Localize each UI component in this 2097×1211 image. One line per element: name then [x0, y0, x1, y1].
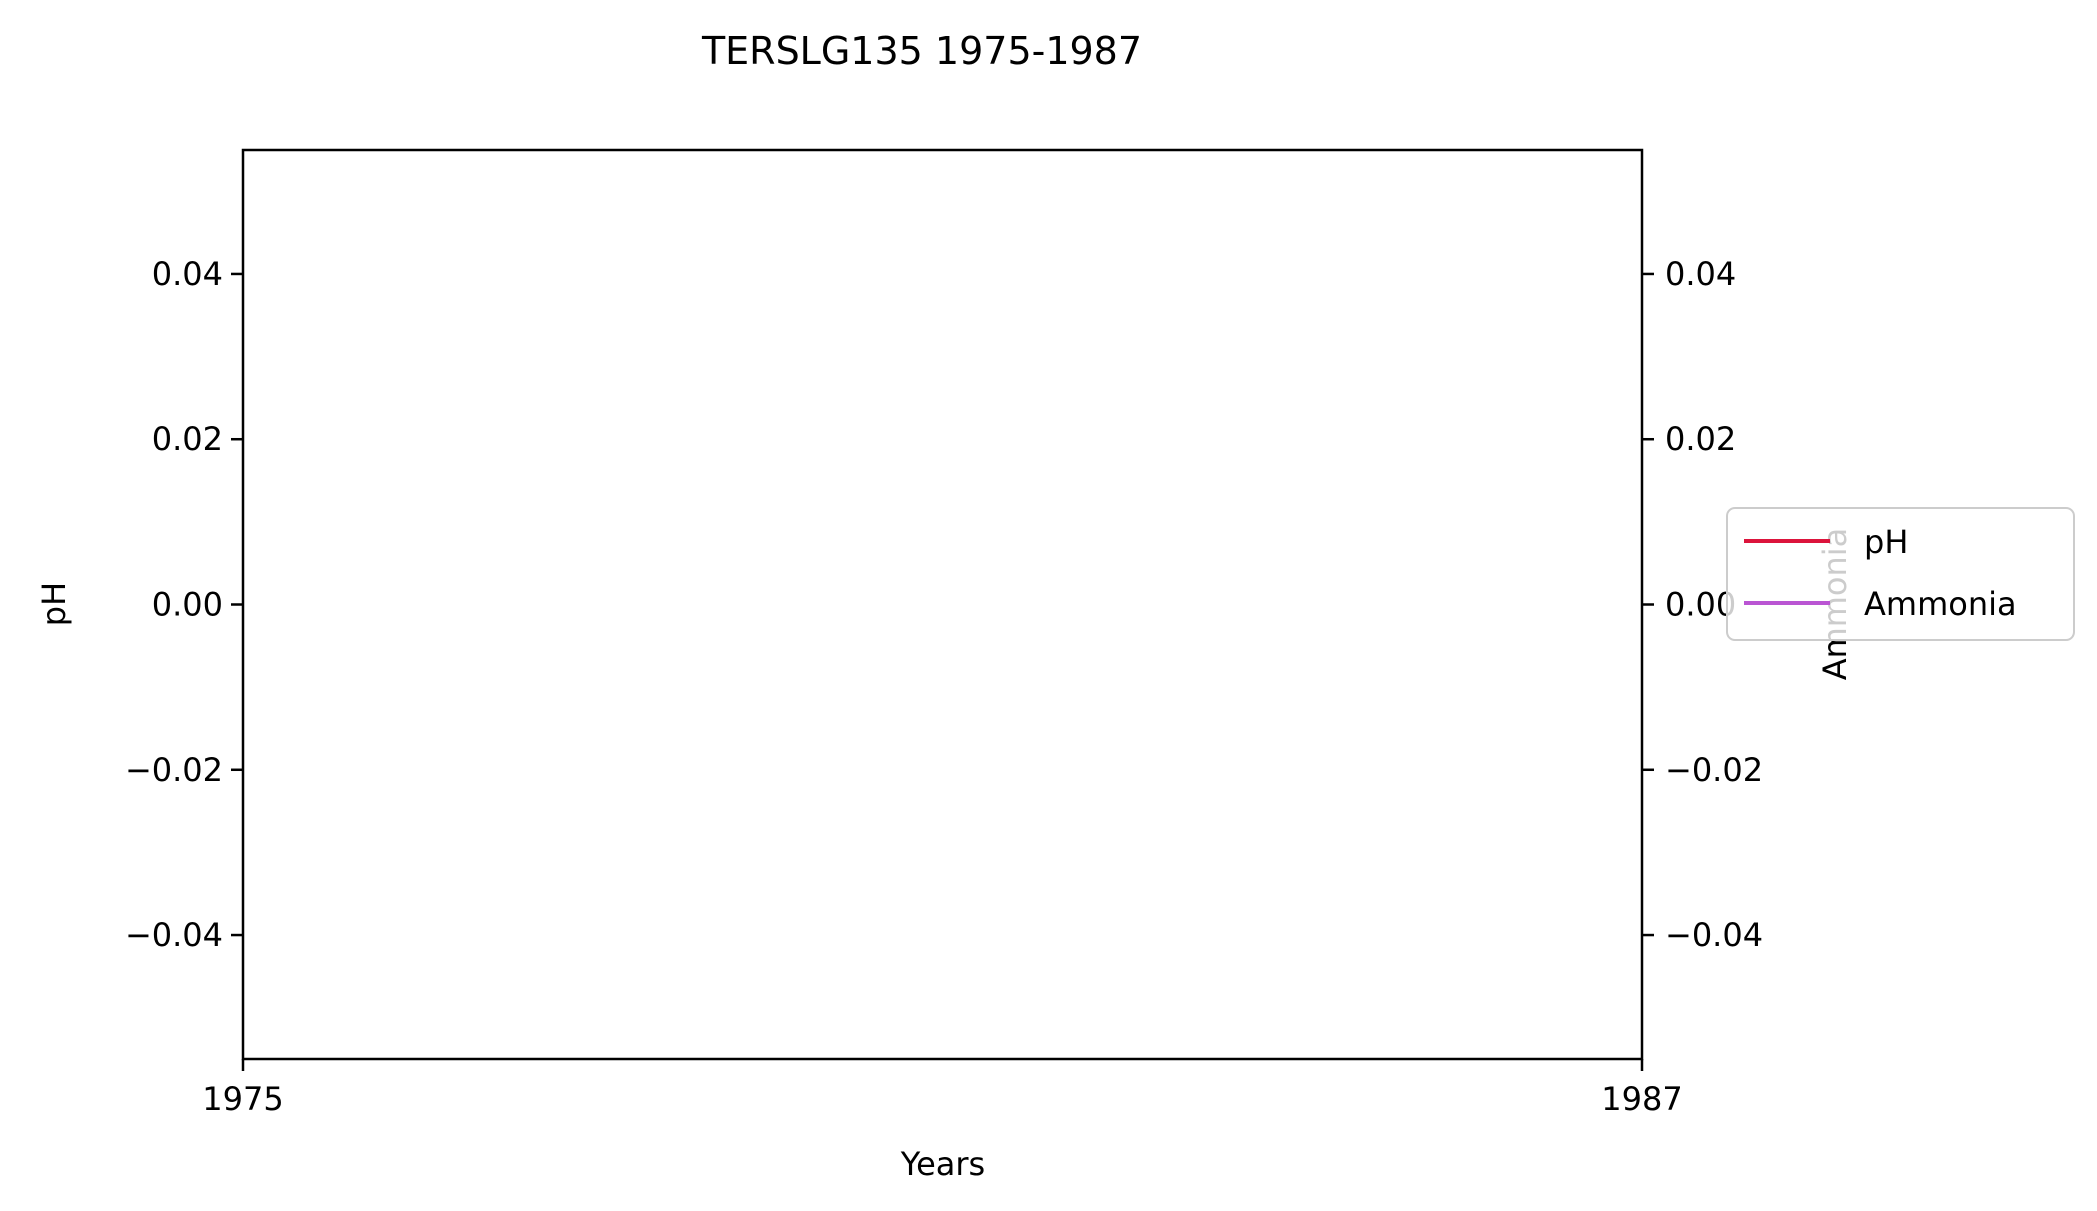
x-axis-ticks: 1975 1987	[202, 1059, 1683, 1118]
x-axis-title: Years	[900, 1145, 985, 1183]
legend-entries: pH Ammonia	[1744, 523, 2017, 623]
y-left-tick-label: 0.04	[152, 255, 223, 293]
y-axis-right-ticks: 0.04 0.02 0.00 −0.02 −0.04	[1642, 255, 1763, 954]
y-left-tick-label: −0.04	[125, 916, 223, 954]
chart-title: TERSLG135 1975-1987	[701, 29, 1142, 73]
y-right-tick-label: −0.02	[1665, 751, 1763, 789]
x-tick-label: 1987	[1601, 1080, 1682, 1118]
y-left-tick-label: −0.02	[125, 751, 223, 789]
y-left-tick-label: 0.00	[152, 586, 223, 624]
legend-label-ammonia: Ammonia	[1864, 585, 2017, 623]
legend: pH Ammonia	[1726, 507, 2075, 641]
y-right-tick-label: 0.02	[1665, 420, 1736, 458]
y-right-tick-label: −0.04	[1665, 916, 1763, 954]
y-axis-left-ticks: 0.04 0.02 0.00 −0.02 −0.04	[125, 255, 243, 954]
y-right-tick-label: 0.04	[1665, 255, 1736, 293]
legend-label-ph: pH	[1864, 523, 1908, 561]
y-right-tick-label: 0.00	[1665, 586, 1736, 624]
x-tick-label: 1975	[202, 1080, 283, 1118]
y-axis-left-title: pH	[35, 582, 73, 626]
y-left-tick-label: 0.02	[152, 420, 223, 458]
